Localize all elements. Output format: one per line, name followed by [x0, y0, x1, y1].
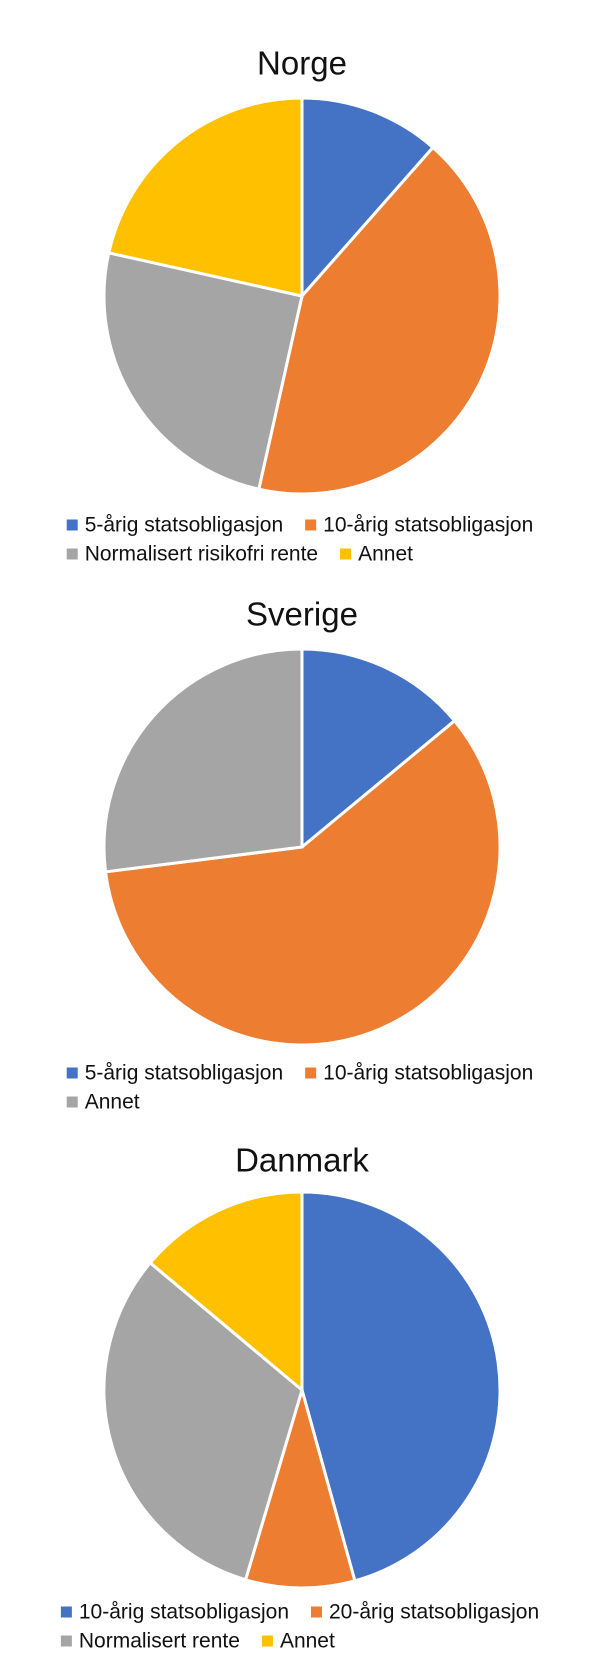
pie-slice [243, 1384, 357, 1590]
pie-slice [300, 96, 436, 300]
legend-item: 5-årig statsobligasjon [66, 1062, 283, 1085]
legend-item: Annet [340, 543, 413, 566]
chart-title: Danmark [235, 1142, 369, 1179]
legend-item: Annet [66, 1091, 140, 1114]
pie-slice [102, 1260, 304, 1582]
chart-title: Sverige [246, 596, 358, 633]
legend-marker [305, 519, 317, 531]
legend-marker [66, 548, 78, 560]
legend-marker [60, 1635, 72, 1647]
pie-slice [102, 251, 304, 492]
legend-marker [66, 519, 78, 531]
legend-item: 5-årig statsobligasjon [66, 514, 283, 537]
legend-marker [311, 1606, 322, 1618]
pie-slice [148, 1190, 304, 1394]
legend-label: Annet [280, 1630, 335, 1653]
legend-item: 10-årig statsobligasjon [60, 1601, 289, 1624]
legend-label: 10-årig statsobligasjon [79, 1601, 289, 1624]
legend-item: 10-årig statsobligasjon [305, 1062, 533, 1085]
pie-slice [257, 145, 502, 496]
legend-label: Annet [358, 543, 413, 566]
pie-slice [300, 647, 457, 851]
legend-marker [60, 1606, 72, 1618]
legend-label: 10-årig statsobligasjon [323, 1062, 533, 1085]
legend-label: Annet [85, 1091, 140, 1114]
legend-item: Annet [261, 1630, 335, 1653]
legend-marker [261, 1635, 273, 1647]
legend-label: Normalisert risikofri rente [85, 543, 318, 566]
legend-label: Normalisert rente [79, 1630, 240, 1653]
legend-label: 20-årig statsobligasjon [329, 1601, 539, 1624]
chart-title: Norge [257, 45, 347, 82]
pie-slice [300, 1190, 502, 1583]
legend-marker [66, 1096, 78, 1108]
legend-item: 10-årig statsobligasjon [305, 514, 533, 537]
legend-item: Normalisert rente [60, 1630, 240, 1653]
legend-marker [66, 1067, 78, 1079]
legend-label: 5-årig statsobligasjon [85, 1062, 283, 1085]
legend-marker [305, 1067, 317, 1079]
pie-slice [102, 647, 304, 874]
legend-marker [340, 548, 352, 560]
legend-item: 20-årig statsobligasjon [311, 1601, 539, 1624]
pie-slice [103, 718, 502, 1047]
legend-label: 5-årig statsobligasjon [85, 514, 283, 537]
pie-slice [106, 96, 304, 298]
legend-label: 10-årig statsobligasjon [323, 514, 533, 537]
legend-item: Normalisert risikofri rente [66, 543, 318, 566]
